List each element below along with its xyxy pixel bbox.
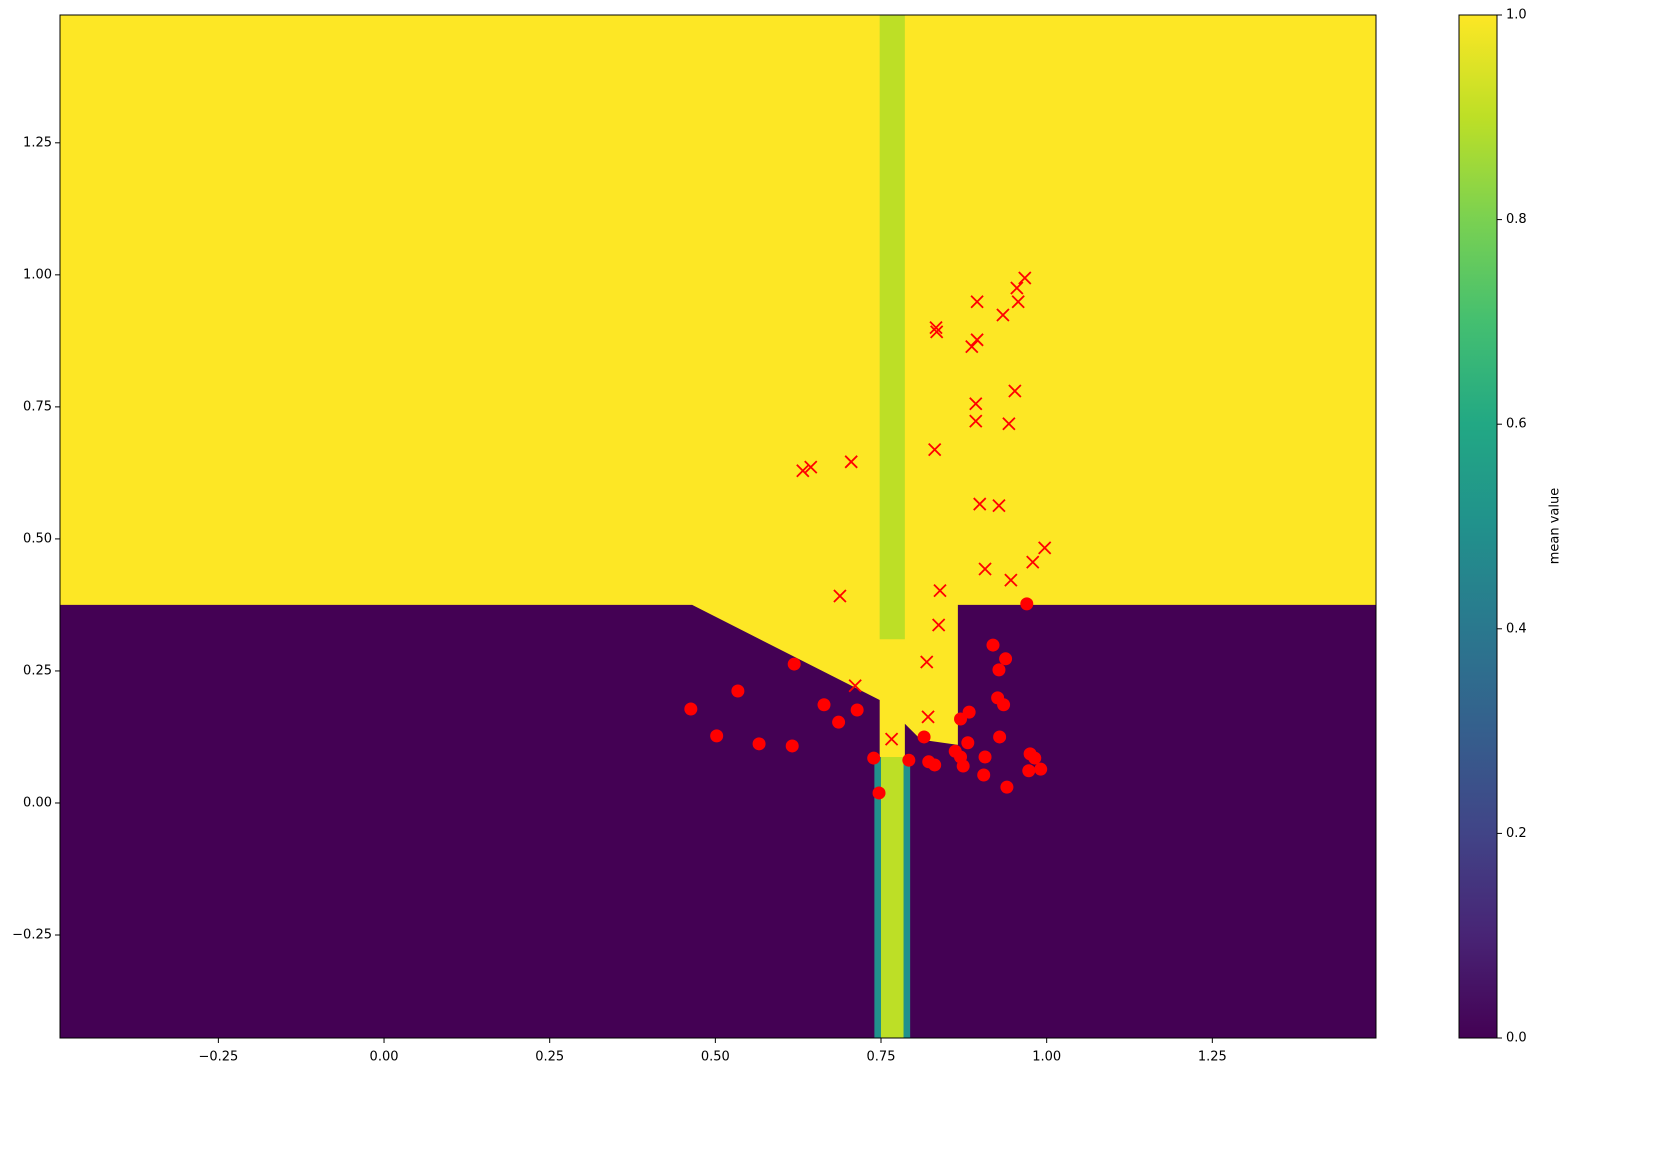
y-tick-label: 0.75 (23, 399, 52, 414)
point-cross (1011, 295, 1025, 309)
point-circle (902, 753, 916, 767)
point-cross (970, 295, 984, 309)
colorbar-tick-label: 0.6 (1506, 417, 1527, 432)
plot-area (60, 15, 1376, 1038)
point-cross (1026, 555, 1040, 569)
point-cross (804, 460, 818, 474)
point-cross (969, 397, 983, 411)
point-cross (884, 732, 899, 746)
y-tick-label: 1.25 (23, 135, 52, 150)
y-tick-label: 0.50 (23, 531, 52, 546)
point-circle (1022, 764, 1036, 778)
colorbar (1458, 14, 1498, 1039)
colorbar-tick-label: 0.8 (1506, 212, 1527, 227)
point-circle (850, 703, 864, 717)
point-cross (965, 340, 979, 354)
y-tick-label: 0.25 (23, 663, 52, 678)
point-cross (1018, 271, 1032, 285)
y-tick-label: 1.00 (23, 267, 52, 282)
point-cross (920, 655, 934, 669)
point-cross (930, 325, 944, 339)
point-cross (996, 308, 1010, 322)
point-circle (731, 684, 745, 698)
point-circle (1020, 597, 1034, 611)
x-tick-label: 0.50 (701, 1050, 730, 1065)
x-tick-label: −0.25 (198, 1050, 238, 1065)
point-circle (977, 768, 991, 782)
colorbar-tick-label: 0.0 (1506, 1031, 1527, 1046)
point-cross (1010, 281, 1024, 295)
plot-frame (59, 14, 1377, 1039)
y-tick-label: 0.00 (23, 795, 52, 810)
point-circle (1000, 780, 1014, 794)
colorbar-tick-label: 1.0 (1506, 8, 1527, 23)
colorbar-tick-label: 0.2 (1506, 826, 1527, 841)
point-cross (1004, 573, 1018, 587)
point-circle (872, 786, 886, 800)
point-cross (969, 414, 983, 428)
hex-region (879, 15, 905, 640)
point-cross (848, 679, 862, 693)
point-circle (954, 712, 968, 726)
point-circle (961, 736, 975, 750)
point-cross (1038, 541, 1052, 555)
point-cross (928, 443, 942, 457)
point-circle (956, 759, 970, 773)
point-circle (817, 698, 831, 712)
point-circle (785, 739, 799, 753)
point-circle (752, 737, 766, 751)
hex-region (904, 604, 1376, 1038)
point-cross (992, 499, 1006, 513)
point-circle (928, 758, 942, 772)
point-circle (867, 751, 881, 765)
point-cross (833, 589, 847, 603)
point-cross (844, 455, 858, 469)
point-cross (932, 618, 946, 632)
point-cross (1008, 384, 1022, 398)
point-cross (978, 562, 992, 576)
point-cross (970, 333, 984, 347)
point-cross (929, 321, 943, 335)
point-circle (1034, 762, 1048, 776)
hex-region (60, 604, 880, 1038)
point-circle (1028, 751, 1042, 765)
point-circle (999, 652, 1013, 666)
x-tick-label: 0.00 (370, 1050, 399, 1065)
point-circle (917, 730, 931, 744)
colorbar-label: mean value (1548, 488, 1563, 565)
point-cross (933, 584, 947, 598)
point-circle (993, 730, 1007, 744)
x-tick-label: 1.25 (1198, 1050, 1227, 1065)
point-circle (992, 663, 1006, 677)
point-cross (921, 710, 935, 724)
point-cross (973, 497, 987, 511)
point-circle (684, 702, 698, 716)
point-circle (986, 638, 1000, 652)
y-tick-label: −0.25 (12, 928, 52, 943)
x-tick-label: 0.75 (867, 1050, 896, 1065)
point-circle (997, 698, 1011, 712)
point-cross (796, 464, 810, 478)
point-circle (978, 750, 992, 764)
point-cross (1002, 417, 1016, 431)
point-circle (832, 715, 846, 729)
x-tick-label: 1.00 (1032, 1050, 1061, 1065)
hex-region (881, 757, 904, 1038)
point-circle (787, 657, 801, 671)
x-tick-label: 0.25 (535, 1050, 564, 1065)
point-circle (710, 729, 724, 743)
colorbar-tick-label: 0.4 (1506, 621, 1527, 636)
